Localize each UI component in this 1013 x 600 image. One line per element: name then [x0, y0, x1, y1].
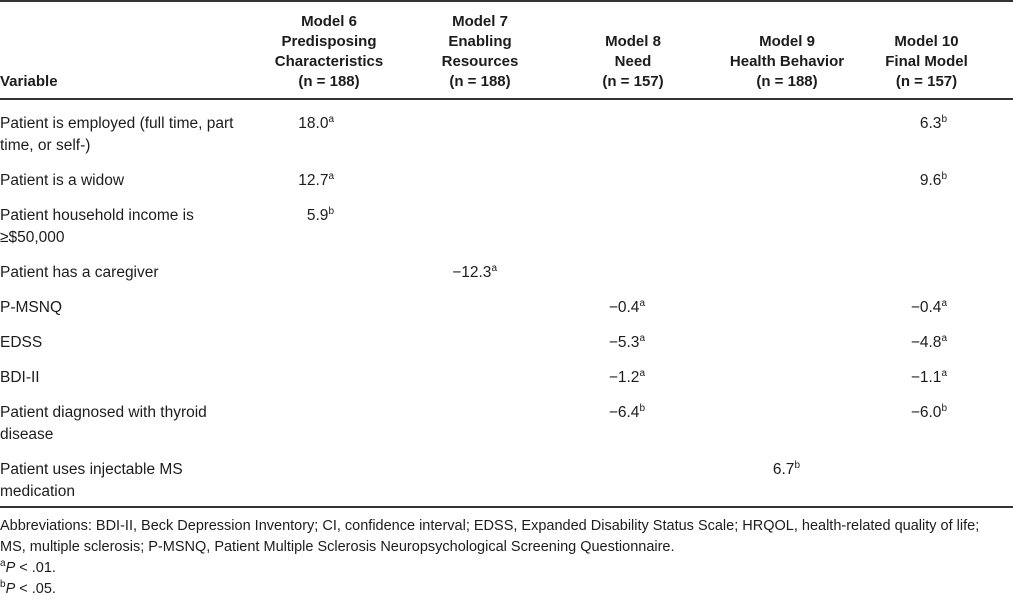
table-row: Patient is employed (full time, part tim… — [0, 99, 1013, 157]
value-cell — [408, 319, 552, 354]
column-header-model-9: Model 9 Health Behavior (n = 188) — [714, 1, 860, 100]
regression-models-table: Variable Model 6 Predisposing Characterist… — [0, 0, 1013, 508]
variable-cell: P-MSNQ — [0, 299, 62, 316]
footnote-a-marker: a — [0, 558, 6, 570]
table-row: Patient has a caregiver −12.3a — [0, 249, 1013, 284]
value-cell: 9.6b — [919, 170, 947, 189]
value-cell — [250, 319, 408, 354]
value-cell — [408, 192, 552, 249]
variable-cell: Patient is a widow — [0, 172, 125, 189]
table-row: Patient uses injectable MS medication 6.7… — [0, 446, 1013, 507]
footnote-b: bP < .05. — [0, 579, 1002, 600]
value-cell — [860, 192, 1013, 249]
table-row: Patient household income is ≥$50,000 5.9b — [0, 192, 1013, 249]
value-cell — [860, 446, 1013, 507]
value-cell — [714, 157, 860, 192]
value-cell — [714, 354, 860, 389]
value-cell: −12.3a — [452, 262, 497, 281]
table-row: BDI-II −1.2a −1.1a — [0, 354, 1013, 389]
value-cell — [408, 157, 552, 192]
value-cell: 6.3b — [919, 113, 947, 132]
variable-cell: Patient has a caregiver — [0, 264, 159, 281]
variable-cell: Patient diagnosed with thyroid disease — [0, 404, 207, 443]
value-cell — [714, 249, 860, 284]
value-cell: −0.4a — [608, 297, 645, 316]
abbreviations-note: Abbreviations: BDI-II, Beck Depression I… — [0, 518, 980, 555]
value-cell — [250, 389, 408, 446]
variable-cell: EDSS — [0, 334, 43, 351]
column-header-model-8: Model 8 Need (n = 157) — [552, 1, 714, 100]
footnote-a-stat: P — [5, 560, 16, 576]
value-cell: 18.0a — [298, 113, 334, 132]
footnote-b-marker: b — [0, 579, 6, 591]
value-cell: −0.4a — [910, 297, 947, 316]
value-cell: 12.7a — [298, 170, 334, 189]
value-cell — [714, 319, 860, 354]
column-header-variable: Variable — [0, 1, 250, 100]
value-cell — [250, 284, 408, 319]
value-cell: −6.0b — [910, 402, 947, 421]
value-cell: −1.1a — [910, 367, 947, 386]
value-cell — [552, 157, 714, 192]
value-cell: −4.8a — [910, 332, 947, 351]
footnote-a-text: < .01. — [15, 560, 56, 576]
value-cell: −1.2a — [608, 367, 645, 386]
footnotes: Abbreviations: BDI-II, Beck Depression I… — [0, 516, 1002, 600]
column-header-model-7: Model 7 Enabling Resources (n = 188) — [408, 1, 552, 100]
value-cell — [408, 389, 552, 446]
value-cell — [714, 192, 860, 249]
table-row: P-MSNQ −0.4a −0.4a — [0, 284, 1013, 319]
footnote-b-text: < .05. — [15, 581, 56, 597]
value-cell — [714, 389, 860, 446]
column-header-model-6: Model 6 Predisposing Characteristics (n = 1… — [250, 1, 408, 100]
value-cell: −6.4b — [608, 402, 645, 421]
variable-cell: Patient household income is ≥$50,000 — [0, 207, 194, 246]
footnote-b-stat: P — [5, 581, 16, 597]
table-header: Variable Model 6 Predisposing Characterist… — [0, 1, 1013, 100]
header-row: Variable Model 6 Predisposing Characterist… — [0, 1, 1013, 100]
value-cell: 5.9b — [306, 205, 334, 224]
value-cell — [408, 354, 552, 389]
table-body: Patient is employed (full time, part tim… — [0, 99, 1013, 507]
value-cell — [552, 249, 714, 284]
value-cell — [250, 446, 408, 507]
value-cell — [408, 99, 552, 157]
value-cell — [250, 354, 408, 389]
table-row: EDSS −5.3a −4.8a — [0, 319, 1013, 354]
value-cell — [552, 192, 714, 249]
variable-cell: Patient uses injectable MS medication — [0, 461, 183, 500]
value-cell — [860, 249, 1013, 284]
value-cell — [408, 284, 552, 319]
value-cell — [552, 446, 714, 507]
value-cell — [714, 284, 860, 319]
value-cell — [552, 99, 714, 157]
value-cell: −5.3a — [608, 332, 645, 351]
value-cell — [714, 99, 860, 157]
value-cell: 6.7b — [772, 459, 800, 478]
variable-cell: BDI-II — [0, 369, 40, 386]
column-header-model-10: Model 10 Final Model (n = 157) — [860, 1, 1013, 100]
value-cell — [408, 446, 552, 507]
value-cell — [250, 249, 408, 284]
footnote-a: aP < .01. — [0, 558, 1002, 579]
table-row: Patient diagnosed with thyroid disease −6… — [0, 389, 1013, 446]
variable-cell: Patient is employed (full time, part tim… — [0, 115, 234, 154]
table-row: Patient is a widow 12.7a 9.6b — [0, 157, 1013, 192]
